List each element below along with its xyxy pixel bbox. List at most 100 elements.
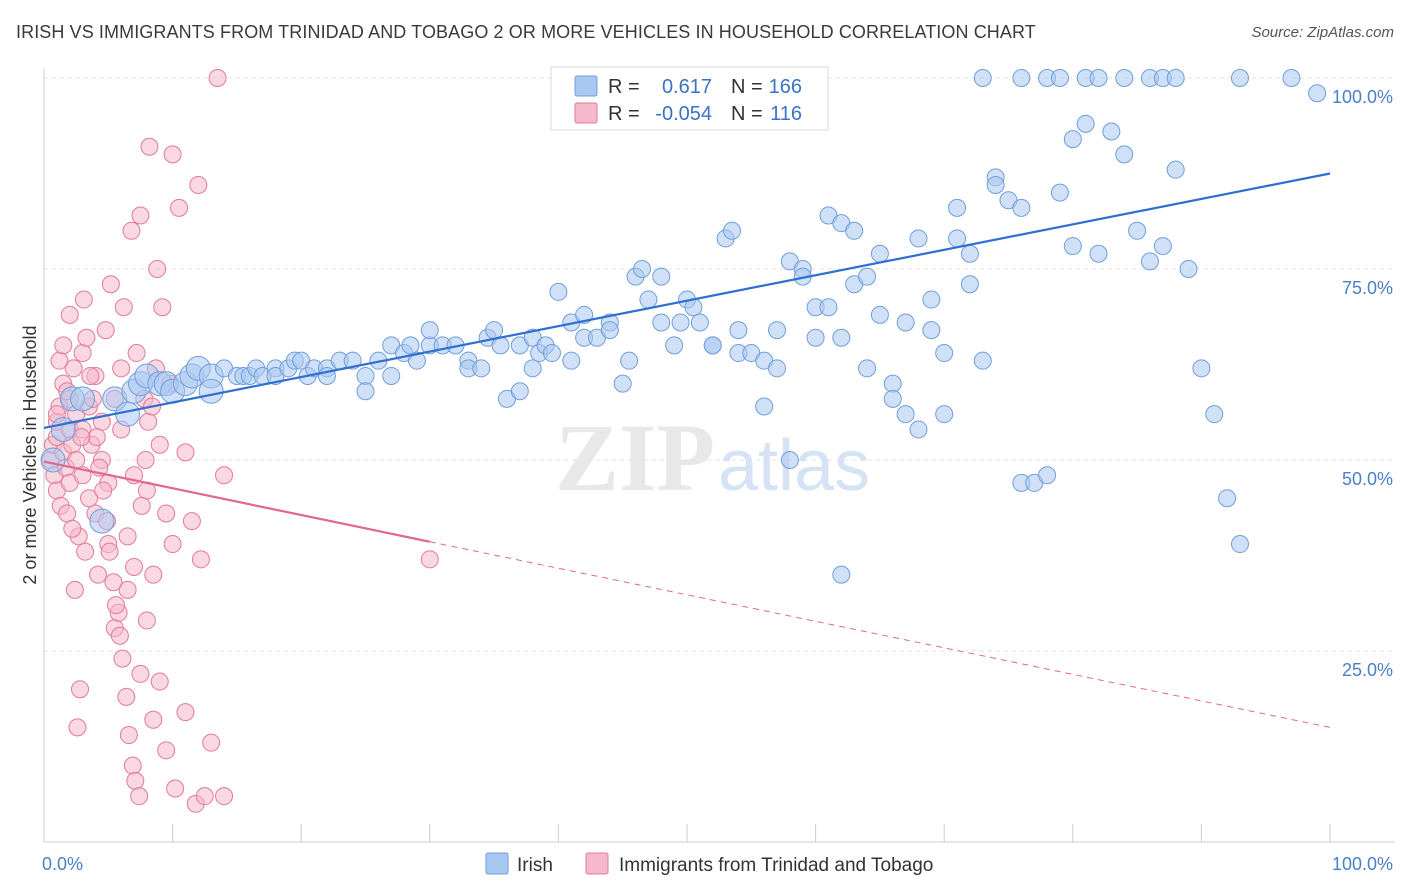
point-irish: [1038, 466, 1057, 485]
point-irish: [883, 374, 902, 393]
point-trinidad: [150, 435, 169, 454]
point-trinidad: [137, 611, 156, 630]
point-trinidad: [163, 535, 182, 554]
point-irish: [832, 565, 851, 584]
point-trinidad: [176, 703, 195, 722]
x-tick-labels: 0.0% 100.0%: [42, 854, 1393, 874]
point-irish: [935, 405, 954, 424]
point-trinidad: [136, 451, 155, 469]
stats-legend: R = 0.617 N = 166 R = -0.054 N = 116: [550, 66, 829, 131]
point-irish: [1192, 359, 1211, 378]
point-irish: [89, 508, 115, 534]
y-tick-label: 100.0%: [1332, 87, 1393, 107]
y-tick-labels: 25.0% 50.0% 75.0% 100.0%: [1332, 87, 1393, 680]
point-irish: [600, 321, 619, 340]
point-trinidad: [74, 290, 93, 309]
point-irish: [382, 366, 401, 385]
point-irish: [472, 359, 491, 378]
point-trinidad: [127, 344, 146, 363]
point-irish: [973, 69, 992, 87]
y-axis-label: 2 or more Vehicles in Household: [20, 325, 40, 584]
point-trinidad: [148, 260, 167, 278]
point-trinidad: [81, 366, 100, 385]
point-irish: [883, 389, 902, 408]
y-tick-label: 75.0%: [1342, 278, 1393, 298]
x-tick-label: 100.0%: [1332, 854, 1393, 874]
point-trinidad: [63, 519, 82, 538]
point-trinidad: [123, 756, 142, 775]
point-trinidad: [110, 626, 129, 645]
point-irish: [1115, 145, 1134, 164]
point-trinidad: [87, 428, 106, 447]
point-irish: [1076, 114, 1095, 133]
point-trinidad: [176, 443, 195, 462]
point-irish: [1205, 405, 1224, 424]
point-irish: [1230, 535, 1249, 554]
point-irish: [690, 313, 709, 332]
point-irish: [1140, 252, 1159, 271]
point-irish: [1050, 69, 1069, 87]
point-irish: [485, 321, 504, 340]
point-irish: [510, 382, 529, 401]
point-irish: [420, 321, 439, 340]
point-irish: [639, 290, 658, 309]
point-trinidad: [54, 336, 73, 355]
point-trinidad: [107, 596, 126, 615]
watermark-zip: ZIP: [555, 404, 715, 511]
point-irish: [768, 359, 787, 378]
point-irish: [1166, 160, 1185, 179]
point-irish: [960, 275, 979, 294]
point-trinidad: [64, 359, 83, 378]
point-irish: [356, 366, 375, 385]
point-trinidad: [101, 275, 120, 294]
stats-n-label-irish: N =: [731, 76, 763, 98]
point-irish: [1012, 69, 1031, 87]
point-trinidad: [144, 565, 163, 584]
point-irish: [542, 344, 561, 363]
trend-lines: [43, 172, 1331, 728]
point-irish: [1153, 237, 1172, 256]
point-irish: [1179, 260, 1198, 278]
point-trinidad: [208, 69, 227, 87]
point-irish: [198, 378, 224, 404]
point-irish: [1115, 69, 1134, 87]
point-trinidad: [117, 687, 136, 706]
legend-label-trinidad: Immigrants from Trinidad and Tobago: [619, 855, 933, 876]
grid-lines: [44, 77, 1395, 652]
point-irish: [973, 351, 992, 370]
point-irish: [620, 351, 639, 370]
point-irish: [562, 351, 581, 370]
point-irish: [1089, 244, 1108, 263]
point-trinidad: [125, 557, 144, 576]
point-trinidad: [189, 175, 208, 194]
point-irish: [1102, 122, 1121, 141]
point-irish: [909, 420, 928, 439]
point-trinidad: [112, 359, 131, 378]
point-irish: [1308, 84, 1327, 103]
point-trinidad: [132, 496, 151, 515]
point-trinidad: [118, 527, 137, 546]
point-irish: [806, 328, 825, 347]
point-trinidad: [182, 512, 201, 531]
point-trinidad: [215, 466, 234, 485]
chart-title: IRISH VS IMMIGRANTS FROM TRINIDAD AND TO…: [16, 22, 1036, 42]
point-trinidad: [140, 137, 159, 156]
trend-line-trinidad-extension: [429, 541, 1331, 728]
point-irish: [1050, 183, 1069, 202]
point-trinidad: [119, 726, 138, 745]
point-trinidad: [195, 787, 214, 806]
stats-r-label-irish: R =: [608, 76, 640, 98]
point-irish: [935, 344, 954, 363]
point-irish: [115, 401, 141, 427]
point-irish: [1282, 69, 1301, 87]
point-irish: [1063, 130, 1082, 149]
source-label: Source: ZipAtlas.com: [1251, 24, 1394, 41]
stats-r-label-trinidad: R =: [608, 103, 640, 125]
point-irish: [575, 305, 594, 324]
point-irish: [356, 382, 375, 401]
point-irish: [755, 397, 774, 416]
point-trinidad: [104, 573, 123, 592]
stats-n-label-trinidad: N =: [731, 103, 763, 125]
point-irish: [652, 267, 671, 286]
